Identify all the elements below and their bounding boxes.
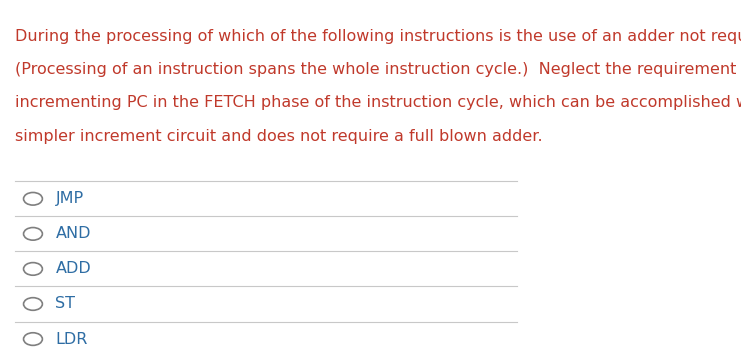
Text: ST: ST (56, 297, 76, 312)
Text: incrementing PC in the FETCH phase of the instruction cycle, which can be accomp: incrementing PC in the FETCH phase of th… (15, 95, 741, 110)
Text: LDR: LDR (56, 332, 88, 346)
Text: simpler increment circuit and does not require a full blown adder.: simpler increment circuit and does not r… (15, 129, 542, 144)
Text: AND: AND (56, 227, 91, 241)
Text: ADD: ADD (56, 261, 91, 276)
Text: JMP: JMP (56, 191, 84, 206)
Text: (Processing of an instruction spans the whole instruction cycle.)  Neglect the r: (Processing of an instruction spans the … (15, 62, 741, 77)
Text: During the processing of which of the following instructions is the use of an ad: During the processing of which of the fo… (15, 29, 741, 44)
